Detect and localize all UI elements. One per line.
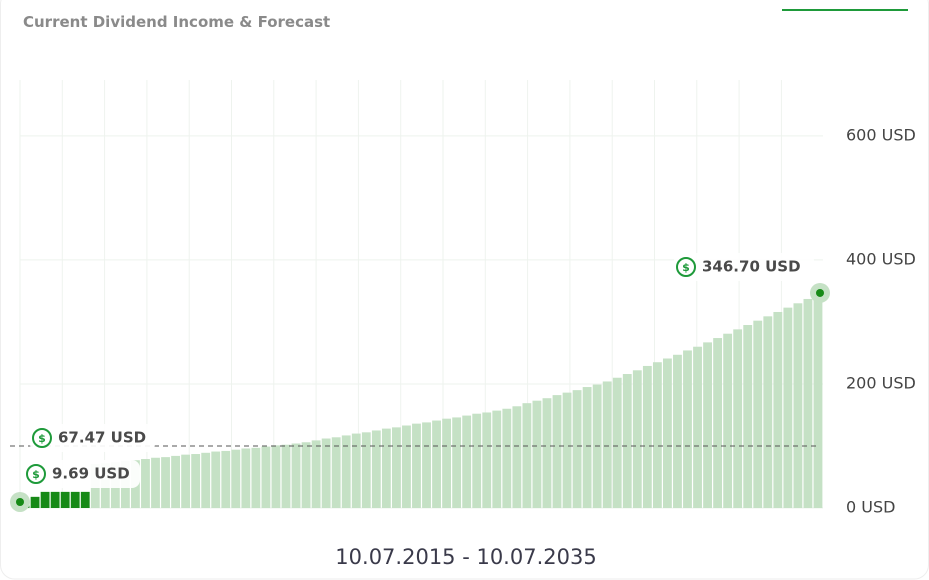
bar [412,423,421,508]
bar [70,491,80,508]
bar [351,433,361,508]
point [16,497,24,506]
bar [733,329,743,508]
annotation-badge [30,424,155,452]
bar [341,435,351,508]
bar [482,412,492,508]
bar [552,395,562,508]
y-tick-label: 400 USD [846,249,916,268]
bar [161,457,170,508]
bar [191,454,201,508]
bar [612,377,622,508]
bar [422,422,431,508]
bar [763,316,773,508]
bar [703,342,712,508]
bar [181,454,191,508]
bar [713,338,723,508]
bar [642,365,652,508]
bar [632,370,642,508]
bar [40,491,50,508]
bar [432,420,441,508]
bar [381,428,391,508]
bar [602,381,612,508]
bar [321,438,331,508]
bar [783,307,793,508]
annotation-badge [674,253,814,281]
bar [141,458,150,508]
y-tick-label: 0 USD [846,498,895,517]
bar [462,415,472,508]
bar [582,387,592,508]
bar [251,447,261,508]
point [816,288,824,297]
annotation: 67.47 USD [58,429,146,447]
bar [452,417,462,508]
bar [522,403,532,508]
bar [171,455,180,508]
bar [673,354,682,508]
dollar-icon-glyph: $ [682,261,690,274]
dollar-icon-glyph: $ [38,432,46,445]
bar [231,449,241,508]
bar [683,350,692,508]
annotation: 346.70 USD [702,258,801,276]
bar [512,406,522,508]
y-tick-label: 600 USD [846,125,916,144]
bar [301,442,311,508]
bar [663,358,672,508]
bar [753,320,763,508]
bar [723,333,733,508]
dollar-icon-glyph: $ [32,468,40,481]
bar [80,491,90,508]
bar [793,303,803,508]
bar [371,430,381,508]
bar [50,491,60,508]
bar [261,446,271,508]
bar [211,451,221,508]
bar [281,444,291,508]
bar [813,292,823,508]
bar [532,400,542,508]
bar [693,346,702,508]
bar [572,390,582,508]
bar [291,443,301,508]
bar [271,445,281,508]
bar [652,362,662,508]
dollar-icon [32,428,52,448]
bar [562,392,572,508]
bar [311,440,321,508]
annotation: 9.69 USD [52,465,130,483]
bar [201,452,211,508]
bar [492,410,502,508]
bar [241,448,251,508]
dollar-icon [26,464,46,484]
bar [30,496,40,508]
dollar-icon [676,257,696,277]
bar [622,374,632,508]
chart-title: Current Dividend Income & Forecast [23,13,330,31]
x-axis-title: 10.07.2015 - 10.07.2035 [335,545,596,569]
bar [773,311,783,508]
bar [542,398,552,508]
bar [442,418,452,508]
bar [221,450,231,508]
bar [402,425,411,508]
y-tick-label: 200 USD [846,373,916,392]
bar [803,298,813,508]
bar [331,437,341,508]
bar [60,491,70,508]
bar [472,413,482,508]
bar [151,457,160,508]
bar [361,432,371,508]
bar [391,427,401,508]
bar [743,325,753,508]
annotation-badge [24,460,140,488]
bar [502,408,512,508]
